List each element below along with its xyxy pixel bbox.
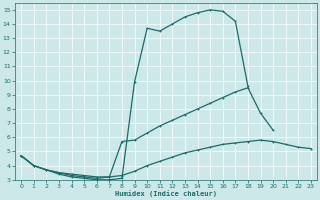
- X-axis label: Humidex (Indice chaleur): Humidex (Indice chaleur): [115, 190, 217, 197]
